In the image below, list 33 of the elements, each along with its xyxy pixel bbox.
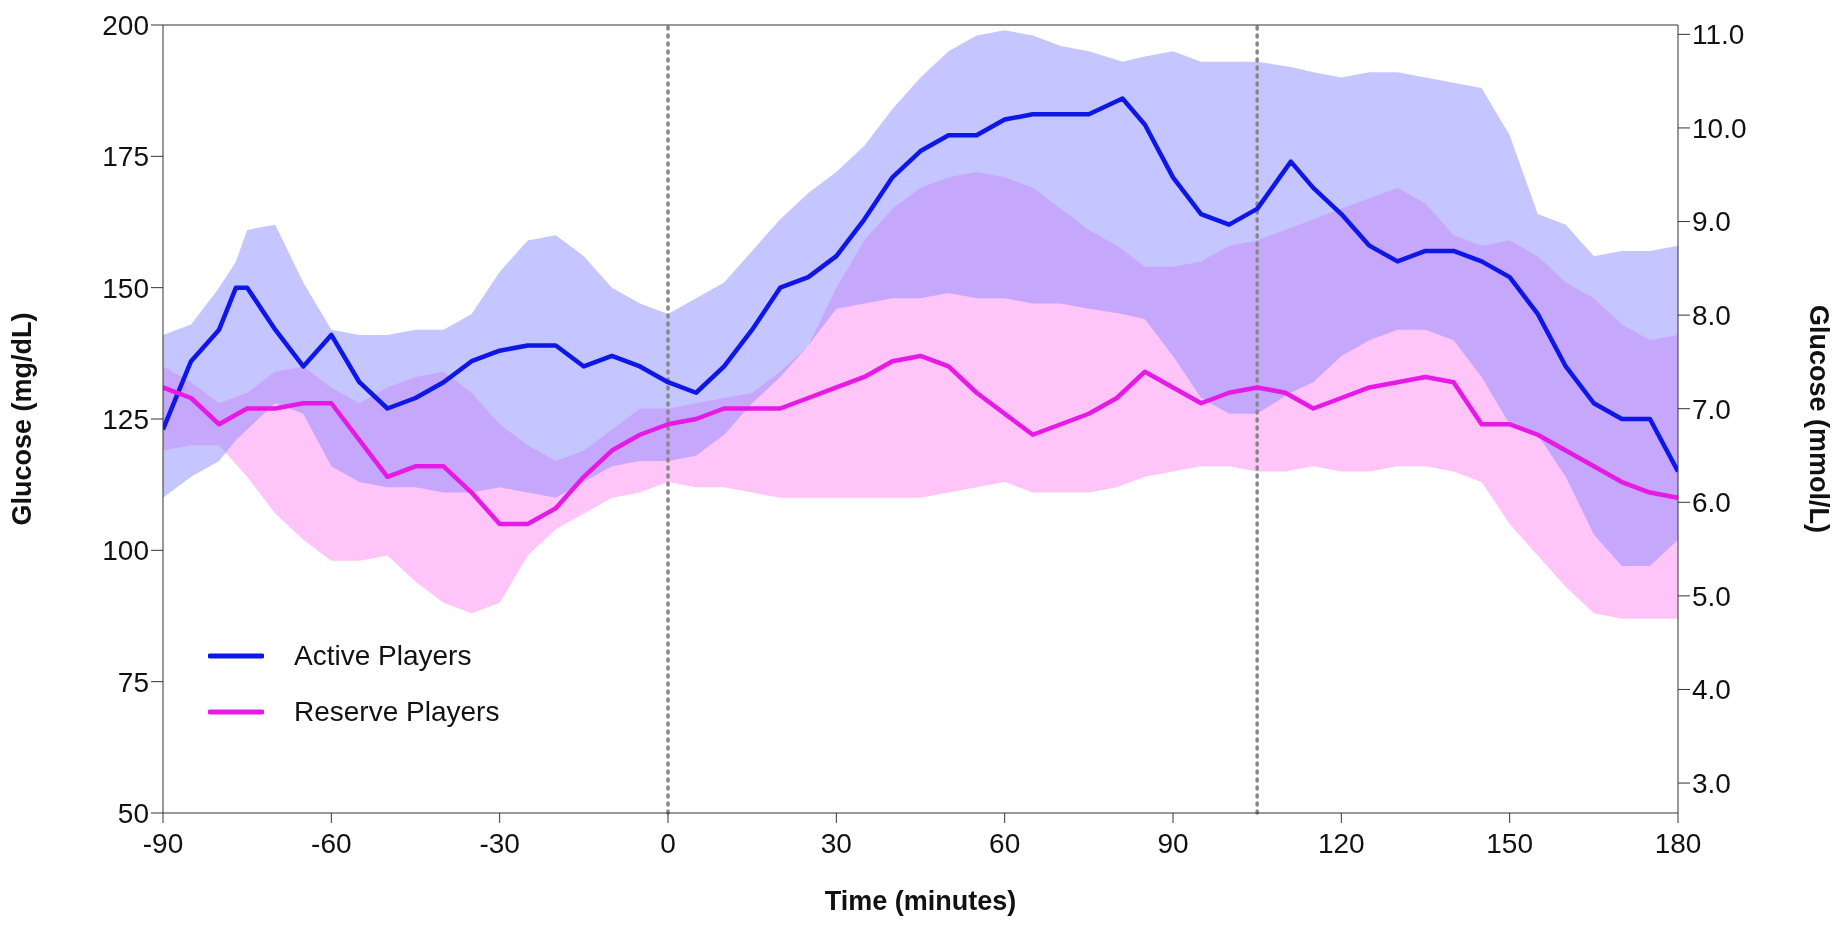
x-axis-title: Time (minutes) xyxy=(824,886,1017,916)
x-tick-label: 60 xyxy=(989,827,1021,859)
y2-tick-label: 8.0 xyxy=(1692,300,1731,332)
y-tick-label: 125 xyxy=(102,403,149,435)
x-tick-label: 180 xyxy=(1654,827,1702,859)
line-series xyxy=(163,353,1678,527)
x-tick-label: -60 xyxy=(311,827,352,859)
y2-tick-label: 6.0 xyxy=(1692,487,1731,519)
x-tick-label: 150 xyxy=(1486,827,1534,859)
x-tick-label: 90 xyxy=(1157,827,1189,859)
y-tick-label: 50 xyxy=(117,797,149,829)
y2-tick-label: 10.0 xyxy=(1692,112,1747,144)
legend-label: Active Players xyxy=(294,640,472,672)
line-series xyxy=(163,96,1678,474)
x-tick-label: -90 xyxy=(142,827,184,859)
y2-tick-label: 3.0 xyxy=(1692,767,1731,799)
y-tick-label: 100 xyxy=(102,535,149,567)
x-tick-label: 0 xyxy=(660,827,676,859)
legend-label: Reserve Players xyxy=(294,696,500,728)
y-tick-label: 200 xyxy=(102,9,149,41)
y2-axis-title: Glucose (mmol/L) xyxy=(1804,304,1835,534)
y2-tick-label: 7.0 xyxy=(1692,393,1731,425)
x-tick-label: -30 xyxy=(479,827,520,859)
y-tick-label: 75 xyxy=(117,666,149,698)
y-tick-label: 175 xyxy=(102,141,149,173)
y-tick-label: 150 xyxy=(102,272,149,304)
y-axis-title: Glucose (mg/dL) xyxy=(6,312,37,526)
y2-tick-label: 4.0 xyxy=(1692,674,1731,706)
y2-tick-label: 9.0 xyxy=(1692,206,1731,238)
y2-tick-label: 11.0 xyxy=(1692,19,1745,51)
y2-tick-label: 5.0 xyxy=(1692,580,1731,612)
x-tick-label: 120 xyxy=(1317,827,1365,859)
x-tick-label: 30 xyxy=(820,827,852,859)
